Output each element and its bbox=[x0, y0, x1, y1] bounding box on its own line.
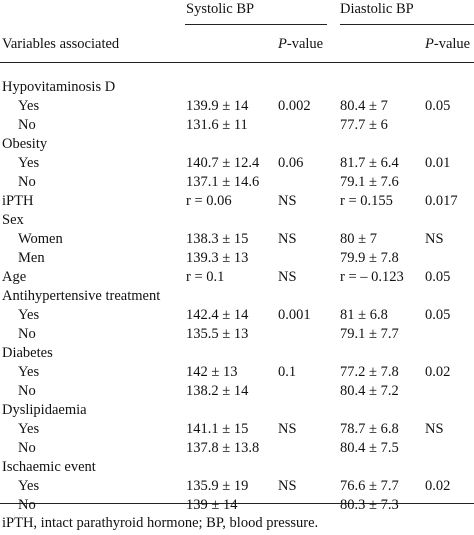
p-value-header: P-value bbox=[278, 35, 323, 54]
diastolic-value: 80.4 ± 7.5 bbox=[340, 440, 399, 456]
systolic-p: NS bbox=[278, 193, 297, 209]
diastolic-value: r = – 0.123 bbox=[340, 269, 404, 285]
diastolic-value: 80.4 ± 7 bbox=[340, 98, 388, 114]
diastolic-p: NS bbox=[425, 421, 444, 437]
systolic-value: 138.2 ± 14 bbox=[186, 383, 249, 399]
diastolic-header: Diastolic BP bbox=[340, 1, 414, 17]
row-label: Men bbox=[18, 250, 45, 266]
systolic-value: 139 ± 14 bbox=[186, 497, 238, 513]
group-label: Ischaemic event bbox=[2, 459, 96, 475]
diastolic-value: r = 0.155 bbox=[340, 193, 393, 209]
group-label: iPTH bbox=[2, 193, 34, 209]
group-label: Diabetes bbox=[2, 345, 53, 361]
rule bbox=[340, 24, 474, 25]
systolic-p: 0.002 bbox=[278, 98, 311, 114]
rule bbox=[0, 62, 474, 63]
diastolic-value: 80 ± 7 bbox=[340, 231, 377, 247]
systolic-p: NS bbox=[278, 478, 297, 494]
rule bbox=[0, 503, 474, 504]
group-label: Sex bbox=[2, 212, 24, 228]
systolic-p: 0.06 bbox=[278, 155, 304, 171]
systolic-value: 137.8 ± 13.8 bbox=[186, 440, 260, 456]
row-label: Yes bbox=[18, 421, 40, 437]
diastolic-value: 76.6 ± 7.7 bbox=[340, 478, 399, 494]
diastolic-p: 0.05 bbox=[425, 98, 451, 114]
systolic-value: 135.5 ± 13 bbox=[186, 326, 249, 342]
systolic-p: 0.001 bbox=[278, 307, 311, 323]
diastolic-p: 0.017 bbox=[425, 193, 458, 209]
row-label: No bbox=[18, 497, 36, 513]
diastolic-p: 0.01 bbox=[425, 155, 451, 171]
diastolic-value: 80.4 ± 7.2 bbox=[340, 383, 399, 399]
row-label: Yes bbox=[18, 307, 40, 323]
row-label: Women bbox=[18, 231, 63, 247]
diastolic-p: 0.02 bbox=[425, 478, 451, 494]
systolic-value: r = 0.06 bbox=[186, 193, 232, 209]
row-label: Yes bbox=[18, 478, 40, 494]
diastolic-value: 80.3 ± 7.3 bbox=[340, 497, 399, 513]
diastolic-value: 81.7 ± 6.4 bbox=[340, 155, 399, 171]
systolic-p: NS bbox=[278, 269, 297, 285]
variables-header: Variables associated bbox=[2, 36, 120, 52]
systolic-p: 0.1 bbox=[278, 364, 297, 380]
p-rest: -value bbox=[286, 36, 324, 52]
systolic-value: 137.1 ± 14.6 bbox=[186, 174, 260, 190]
systolic-p: NS bbox=[278, 421, 297, 437]
diastolic-value: 79.1 ± 7.6 bbox=[340, 174, 399, 190]
row-label: Yes bbox=[18, 155, 40, 171]
diastolic-value: 79.9 ± 7.8 bbox=[340, 250, 399, 266]
diastolic-value: 81 ± 6.8 bbox=[340, 307, 388, 323]
diastolic-value: 77.2 ± 7.8 bbox=[340, 364, 399, 380]
p-italic: P bbox=[278, 36, 287, 52]
p-value-header: P-value bbox=[425, 35, 470, 54]
p-italic: P bbox=[425, 36, 434, 52]
rule bbox=[185, 24, 327, 25]
row-label: Yes bbox=[18, 98, 40, 114]
systolic-value: 138.3 ± 15 bbox=[186, 231, 249, 247]
diastolic-value: 77.7 ± 6 bbox=[340, 117, 388, 133]
row-label: Yes bbox=[18, 364, 40, 380]
diastolic-p: NS bbox=[425, 231, 444, 247]
systolic-value: 141.1 ± 15 bbox=[186, 421, 249, 437]
systolic-p: NS bbox=[278, 231, 297, 247]
systolic-value: 142 ± 13 bbox=[186, 364, 238, 380]
diastolic-value: 78.7 ± 6.8 bbox=[340, 421, 399, 437]
systolic-header: Systolic BP bbox=[186, 1, 255, 17]
group-label: Age bbox=[2, 269, 27, 285]
systolic-value: 142.4 ± 14 bbox=[186, 307, 249, 323]
systolic-value: 140.7 ± 12.4 bbox=[186, 155, 260, 171]
systolic-value: r = 0.1 bbox=[186, 269, 225, 285]
group-label: Antihypertensive treatment bbox=[2, 288, 161, 304]
p-rest: -value bbox=[433, 36, 471, 52]
diastolic-value: 79.1 ± 7.7 bbox=[340, 326, 399, 342]
diastolic-p: 0.05 bbox=[425, 307, 451, 323]
group-label: Obesity bbox=[2, 136, 48, 152]
systolic-value: 131.6 ± 11 bbox=[186, 117, 248, 133]
row-label: No bbox=[18, 117, 36, 133]
group-label: Hypovitaminosis D bbox=[2, 79, 116, 95]
systolic-value: 139.3 ± 13 bbox=[186, 250, 249, 266]
diastolic-p: 0.05 bbox=[425, 269, 451, 285]
systolic-value: 139.9 ± 14 bbox=[186, 98, 249, 114]
footnote: iPTH, intact parathyroid hormone; BP, bl… bbox=[2, 515, 319, 531]
row-label: No bbox=[18, 440, 36, 456]
diastolic-p: 0.02 bbox=[425, 364, 451, 380]
systolic-value: 135.9 ± 19 bbox=[186, 478, 249, 494]
row-label: No bbox=[18, 326, 36, 342]
group-label: Dyslipidaemia bbox=[2, 402, 87, 418]
row-label: No bbox=[18, 383, 36, 399]
row-label: No bbox=[18, 174, 36, 190]
